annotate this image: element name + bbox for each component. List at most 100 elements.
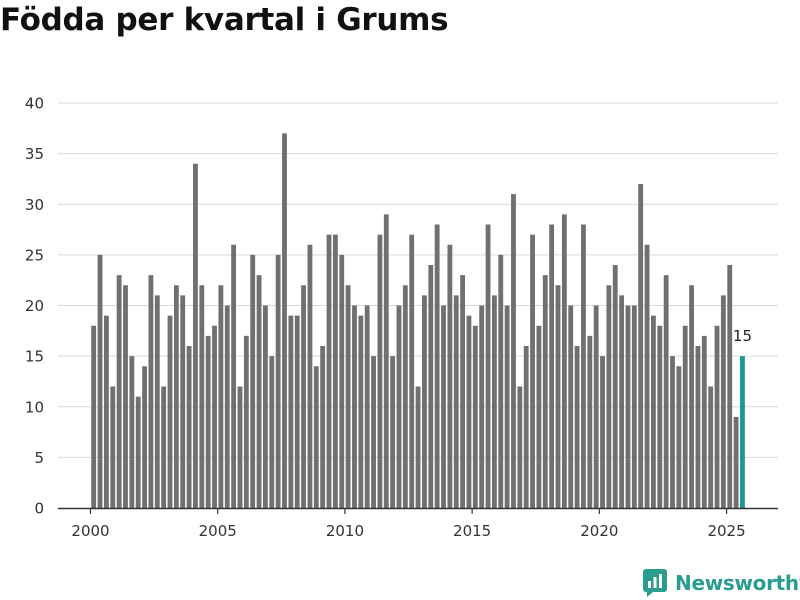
y-tick-label-40: 40: [25, 95, 44, 113]
y-tick-label-30: 30: [25, 196, 44, 214]
bar-2018Q4: [568, 305, 574, 508]
bar-2001Q3: [129, 356, 135, 509]
bar-2019Q3: [587, 335, 593, 509]
bar-2025Q3: [740, 356, 745, 509]
bar-2006Q1: [243, 335, 249, 509]
bar-2013Q3: [434, 224, 440, 508]
bar-2016Q4: [517, 386, 523, 508]
bar-2011Q4: [390, 356, 396, 509]
bar-2012Q3: [409, 234, 415, 509]
bar-2007Q2: [275, 254, 281, 509]
bar-2025Q2: [733, 416, 739, 509]
bar-2017Q4: [542, 275, 548, 509]
newsworthy-logo: Newsworthy: [643, 568, 800, 598]
bar-2024Q2: [708, 386, 714, 508]
bar-2009Q1: [320, 346, 326, 508]
bar-2005Q1: [218, 285, 224, 508]
bar-2013Q1: [422, 295, 427, 509]
bar-2014Q4: [466, 315, 472, 509]
bar-2000Q3: [103, 315, 109, 509]
bar-2023Q2: [682, 325, 688, 508]
bar-2002Q1: [142, 366, 147, 508]
bar-2000Q1: [91, 325, 97, 508]
bar-2014Q1: [447, 244, 453, 508]
bar-2018Q2: [555, 285, 561, 508]
x-tick-label-2020: 2020: [580, 522, 618, 540]
bar-2013Q2: [428, 265, 434, 508]
x-tick-label-2005: 2005: [199, 522, 237, 540]
bar-2021Q4: [644, 244, 650, 508]
bar-2025Q1: [727, 265, 733, 508]
bar-2019Q1: [574, 346, 580, 508]
bar-2022Q1: [650, 315, 656, 509]
x-tick-label-2000: 2000: [71, 522, 109, 540]
bar-2015Q3: [485, 224, 491, 508]
bar-2002Q2: [148, 275, 154, 509]
bar-2023Q3: [689, 285, 694, 508]
bar-2022Q4: [670, 356, 675, 509]
bar-2006Q4: [263, 305, 268, 508]
chart-title: Födda per kvartal i Grums: [0, 2, 449, 38]
bar-2009Q3: [332, 234, 338, 509]
highlight-data-label: 15: [733, 327, 752, 345]
bar-2000Q4: [110, 386, 116, 508]
bar-2008Q1: [294, 315, 300, 509]
y-tick-label-0: 0: [34, 500, 44, 518]
x-tick-label-2025: 2025: [707, 522, 745, 540]
bar-2023Q4: [695, 346, 701, 508]
bar-2015Q1: [472, 325, 478, 508]
bar-2017Q3: [536, 325, 542, 508]
x-axis-ticks: 2000 2005 2010 2015 2020 2025: [71, 508, 746, 540]
bar-2020Q1: [600, 356, 605, 509]
bar-2009Q4: [339, 254, 345, 509]
bar-2008Q3: [307, 244, 313, 508]
bar-2011Q3: [383, 214, 389, 509]
bar-2018Q3: [561, 214, 567, 509]
bar-2014Q2: [453, 295, 459, 509]
bar-2021Q3: [638, 184, 644, 508]
bar-2009Q2: [326, 234, 332, 509]
bar-2006Q2: [250, 254, 256, 509]
bars: [91, 133, 745, 509]
bar-2007Q3: [282, 133, 287, 509]
bar-2001Q1: [116, 275, 122, 509]
bar-2020Q4: [619, 295, 625, 509]
y-tick-label-5: 5: [34, 449, 44, 467]
x-tick-label-2015: 2015: [453, 522, 491, 540]
bar-2002Q3: [154, 295, 160, 509]
bar-2024Q1: [701, 335, 707, 509]
bar-2010Q4: [364, 305, 370, 508]
bar-2020Q3: [612, 265, 618, 508]
bar-2003Q1: [167, 315, 173, 509]
bar-2016Q2: [504, 305, 510, 508]
y-tick-label-20: 20: [25, 297, 44, 315]
bar-2010Q2: [352, 305, 357, 508]
bar-2022Q2: [657, 325, 663, 508]
bar-2005Q4: [237, 386, 243, 508]
bar-2001Q4: [135, 396, 141, 509]
bar-2016Q3: [511, 194, 516, 509]
bar-2022Q3: [663, 275, 669, 509]
y-axis-tick-labels: 0 5 10 15 20 25 30 35 40: [25, 95, 44, 518]
bar-2001Q2: [123, 285, 128, 508]
bar-2010Q3: [358, 315, 364, 509]
bar-2017Q1: [523, 346, 529, 508]
bar-2004Q1: [193, 163, 198, 508]
bar-2012Q4: [415, 386, 421, 508]
bar-2023Q1: [676, 366, 682, 508]
bar-2013Q4: [441, 305, 446, 508]
y-tick-label-15: 15: [25, 348, 44, 366]
bar-2004Q3: [205, 335, 211, 509]
bar-2011Q2: [377, 234, 383, 509]
bar-2008Q2: [301, 285, 306, 508]
bar-2015Q2: [479, 305, 485, 508]
bar-2020Q2: [606, 285, 612, 508]
bar-2003Q4: [186, 346, 192, 508]
bar-2021Q1: [625, 305, 631, 508]
y-tick-label-10: 10: [25, 398, 44, 416]
bar-2004Q4: [212, 325, 217, 508]
y-tick-label-25: 25: [25, 246, 44, 264]
y-tick-label-35: 35: [25, 145, 44, 163]
x-tick-label-2010: 2010: [326, 522, 364, 540]
